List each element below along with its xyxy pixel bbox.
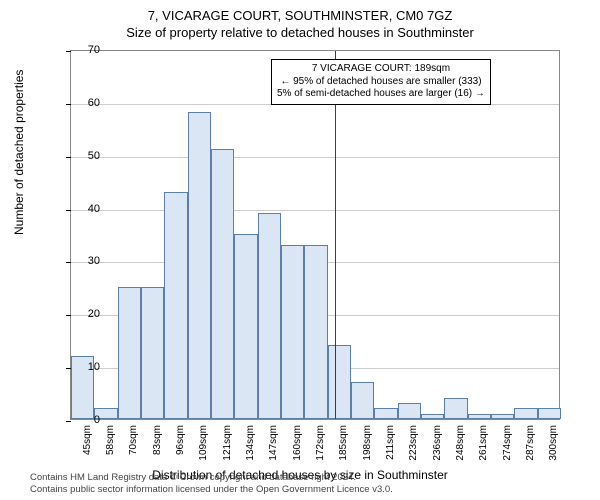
xtick-label: 96sqm [175, 425, 186, 465]
xtick-label: 274sqm [502, 425, 513, 465]
xtick-label: 261sqm [478, 425, 489, 465]
xtick-label: 58sqm [105, 425, 116, 465]
attribution-footer: Contains HM Land Registry data © Crown c… [30, 472, 393, 496]
reference-line [335, 51, 336, 419]
ytick-label: 40 [70, 203, 100, 215]
footer-line2: Contains public sector information licen… [30, 484, 393, 496]
histogram-bar [538, 408, 561, 419]
xtick-label: 134sqm [245, 425, 256, 465]
histogram-bar [141, 287, 164, 419]
annotation-line3: 5% of semi-detached houses are larger (1… [277, 88, 485, 101]
xtick-label: 300sqm [548, 425, 559, 465]
xtick-label: 70sqm [128, 425, 139, 465]
xtick-label: 185sqm [338, 425, 349, 465]
ytick-label: 20 [70, 308, 100, 320]
xtick-label: 287sqm [525, 425, 536, 465]
annotation-box: 7 VICARAGE COURT: 189sqm← 95% of detache… [271, 59, 491, 105]
histogram-bar [468, 414, 491, 419]
histogram-bar [234, 234, 257, 419]
ytick-label: 30 [70, 255, 100, 267]
chart-plot-area: 7 VICARAGE COURT: 189sqm← 95% of detache… [70, 50, 560, 420]
histogram-bar [374, 408, 397, 419]
annotation-line2: ← 95% of detached houses are smaller (33… [277, 76, 485, 89]
xtick-label: 160sqm [292, 425, 303, 465]
ytick-label: 70 [70, 44, 100, 56]
histogram-bar [328, 345, 351, 419]
xtick-label: 172sqm [315, 425, 326, 465]
histogram-bar [281, 245, 304, 419]
xtick-label: 248sqm [455, 425, 466, 465]
xtick-label: 198sqm [362, 425, 373, 465]
histogram-bar [211, 149, 234, 419]
histogram-bar [514, 408, 537, 419]
histogram-bar [304, 245, 327, 419]
histogram-bar [491, 414, 514, 419]
xtick-label: 236sqm [432, 425, 443, 465]
grid-line [71, 157, 559, 158]
histogram-bar [444, 398, 467, 419]
xtick-label: 83sqm [152, 425, 163, 465]
page-title-line2: Size of property relative to detached ho… [0, 25, 600, 40]
xtick-label: 109sqm [198, 425, 209, 465]
xtick-label: 121sqm [222, 425, 233, 465]
histogram-bar [258, 213, 281, 419]
ytick-label: 10 [70, 361, 100, 373]
histogram-bar [118, 287, 141, 419]
histogram-bar [398, 403, 421, 419]
xtick-label: 211sqm [385, 425, 396, 465]
xtick-label: 223sqm [408, 425, 419, 465]
histogram-bar [351, 382, 374, 419]
annotation-line1: 7 VICARAGE COURT: 189sqm [277, 63, 485, 76]
page-title-line1: 7, VICARAGE COURT, SOUTHMINSTER, CM0 7GZ [0, 8, 600, 23]
y-axis-label: Number of detached properties [12, 70, 26, 235]
ytick-label: 50 [70, 150, 100, 162]
xtick-label: 45sqm [82, 425, 93, 465]
histogram-bar [164, 192, 187, 419]
xtick-label: 147sqm [268, 425, 279, 465]
ytick-label: 60 [70, 97, 100, 109]
histogram-bar [421, 414, 444, 419]
footer-line1: Contains HM Land Registry data © Crown c… [30, 472, 393, 484]
histogram-bar [188, 112, 211, 419]
grid-line [71, 210, 559, 211]
